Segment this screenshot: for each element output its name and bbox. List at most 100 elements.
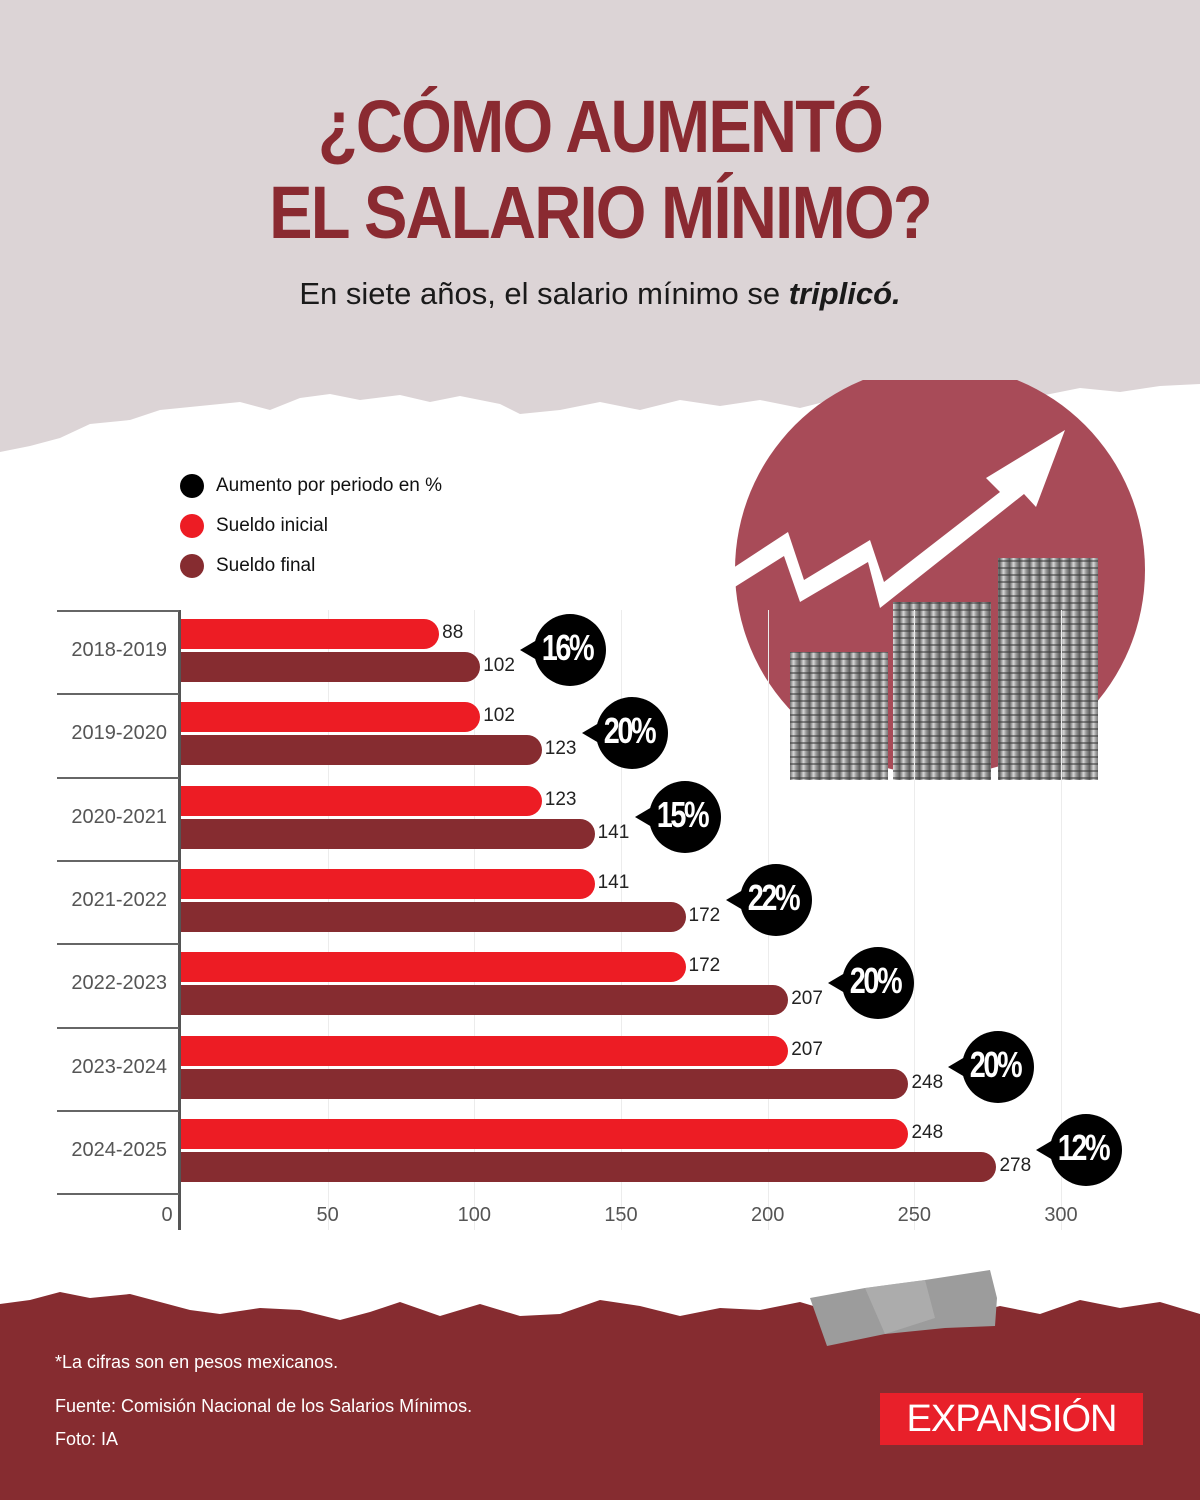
x-tick-label: 300 <box>1044 1204 1078 1226</box>
legend-label: Aumento por periodo en % <box>216 475 443 496</box>
row-separator <box>57 1193 179 1196</box>
title-line-1: ¿CÓMO AUMENTÓ <box>317 85 884 168</box>
bar-sueldo-inicial[interactable] <box>181 868 595 899</box>
x-tick-label: 150 <box>604 1204 638 1226</box>
value-label-inicial: 248 <box>911 1121 944 1143</box>
bar-sueldo-final[interactable] <box>181 1151 997 1182</box>
speech-bubble-icon <box>1036 1113 1123 1186</box>
percent-increase-bubble: 16% <box>520 607 607 693</box>
bar-sueldo-final[interactable] <box>181 652 481 682</box>
percent-increase-bubble: 15% <box>634 774 721 860</box>
percent-increase-bubble: 20% <box>581 690 668 776</box>
row-separator <box>57 1026 179 1029</box>
bar-sueldo-inicial[interactable] <box>181 1118 909 1149</box>
subtitle-emphasis: triplicó. <box>788 276 901 311</box>
footer-background <box>0 1292 1200 1500</box>
percent-value: 16% <box>541 627 595 668</box>
bar-sueldo-final[interactable] <box>181 1068 909 1099</box>
percent-value: 22% <box>747 876 800 918</box>
value-label-inicial: 207 <box>791 1038 823 1060</box>
subtitle-text: En siete años, el salario mínimo se <box>299 276 789 311</box>
trend-arrow-icon <box>730 430 1065 608</box>
category-label: 2022-2023 <box>71 972 167 995</box>
title-line-2: EL SALARIO MÍNIMO? <box>269 171 932 254</box>
value-label-inicial: 102 <box>483 705 515 727</box>
gridline <box>1061 610 1062 1230</box>
percent-value: 12% <box>1058 1126 1111 1168</box>
legend-dot-black-icon <box>180 474 204 498</box>
category-label: 2018-2019 <box>71 639 167 661</box>
bar-sueldo-inicial[interactable] <box>181 952 686 983</box>
speech-bubble-icon <box>581 697 668 770</box>
footnote-photo: Foto: IA <box>55 1429 119 1449</box>
legend-label: Sueldo inicial <box>216 515 328 536</box>
category-label: 2020-2021 <box>71 805 167 828</box>
bar-sueldo-final[interactable] <box>181 818 595 849</box>
tape-decoration <box>810 1270 997 1346</box>
bar-sueldo-final[interactable] <box>181 985 789 1016</box>
value-label-inicial: 123 <box>544 788 577 810</box>
legend-dot-red-icon <box>180 514 204 538</box>
gridline <box>914 610 916 1230</box>
coin-stack-tall <box>998 558 1098 780</box>
footnote-currency: *La cifras son en pesos mexicanos. <box>55 1352 339 1372</box>
speech-bubble-icon <box>828 947 915 1020</box>
legend-dot-maroon-icon <box>180 554 204 578</box>
legend-item-initial: Sueldo inicial <box>180 506 442 546</box>
expansion-logo[interactable]: EXPANSIÓN <box>880 1393 1143 1445</box>
row-separator <box>57 610 179 612</box>
footnote-source: Fuente: Comisión Nacional de los Salario… <box>55 1396 473 1416</box>
value-label-final: 248 <box>911 1071 944 1093</box>
growth-coins-illustration <box>730 380 1145 780</box>
category-label: 2021-2022 <box>71 888 167 911</box>
row-separator <box>57 943 179 946</box>
percent-value: 20% <box>849 960 903 1002</box>
x-tick-label: 0 <box>161 1204 173 1226</box>
percent-increase-bubble: 20% <box>828 940 915 1026</box>
page-title: ¿CÓMO AUMENTÓ EL SALARIO MÍNIMO? <box>72 84 1128 256</box>
speech-bubble-icon <box>725 863 812 936</box>
value-label-inicial: 172 <box>688 955 721 977</box>
bar-sueldo-inicial[interactable] <box>181 702 481 733</box>
category-label: 2023-2024 <box>71 1055 167 1078</box>
legend-label: Sueldo final <box>216 555 316 576</box>
row-separator <box>57 693 179 696</box>
row-separator <box>57 859 179 862</box>
legend-item-final: Sueldo final <box>180 546 442 586</box>
bar-sueldo-inicial[interactable] <box>181 619 440 649</box>
chart-legend: Aumento por periodo en % Sueldo inicial … <box>180 466 442 586</box>
coin-stack-short <box>790 652 888 780</box>
bar-sueldo-inicial[interactable] <box>181 785 542 816</box>
row-separator <box>57 1109 179 1112</box>
speech-bubble-icon <box>634 780 721 853</box>
x-tick-label: 250 <box>897 1204 932 1226</box>
legend-item-percent: Aumento por periodo en % <box>180 466 442 506</box>
percent-increase-bubble: 20% <box>948 1024 1035 1110</box>
value-label-final: 207 <box>791 988 823 1010</box>
row-separator <box>57 776 179 779</box>
category-label: 2019-2020 <box>71 722 167 745</box>
subtitle: En siete años, el salario mínimo se trip… <box>0 276 1200 312</box>
coin-stack-medium <box>893 602 991 780</box>
percent-value: 20% <box>970 1043 1023 1085</box>
percent-value: 15% <box>656 793 709 835</box>
x-tick-label: 200 <box>750 1204 785 1226</box>
value-label-inicial: 88 <box>442 622 464 643</box>
bar-sueldo-inicial[interactable] <box>181 1035 789 1066</box>
value-label-final: 141 <box>597 821 630 843</box>
bar-sueldo-final[interactable] <box>181 735 542 766</box>
bar-sueldo-final[interactable] <box>181 901 686 932</box>
value-label-final: 123 <box>544 738 577 760</box>
value-label-final: 102 <box>483 655 515 676</box>
value-label-inicial: 141 <box>597 871 630 893</box>
percent-increase-bubble: 22% <box>725 857 812 943</box>
value-label-final: 278 <box>999 1154 1032 1176</box>
value-label-final: 172 <box>688 904 721 926</box>
x-tick-label: 100 <box>457 1204 492 1226</box>
y-axis-line <box>178 610 181 1230</box>
speech-bubble-icon <box>520 614 607 686</box>
percent-value: 20% <box>603 710 657 752</box>
speech-bubble-icon <box>948 1030 1035 1103</box>
bar-chart: 0 50 100 150 200 250 300 2018-2019 88 102 16% 2019-… <box>57 607 1123 1230</box>
category-label: 2024-2025 <box>71 1138 167 1161</box>
